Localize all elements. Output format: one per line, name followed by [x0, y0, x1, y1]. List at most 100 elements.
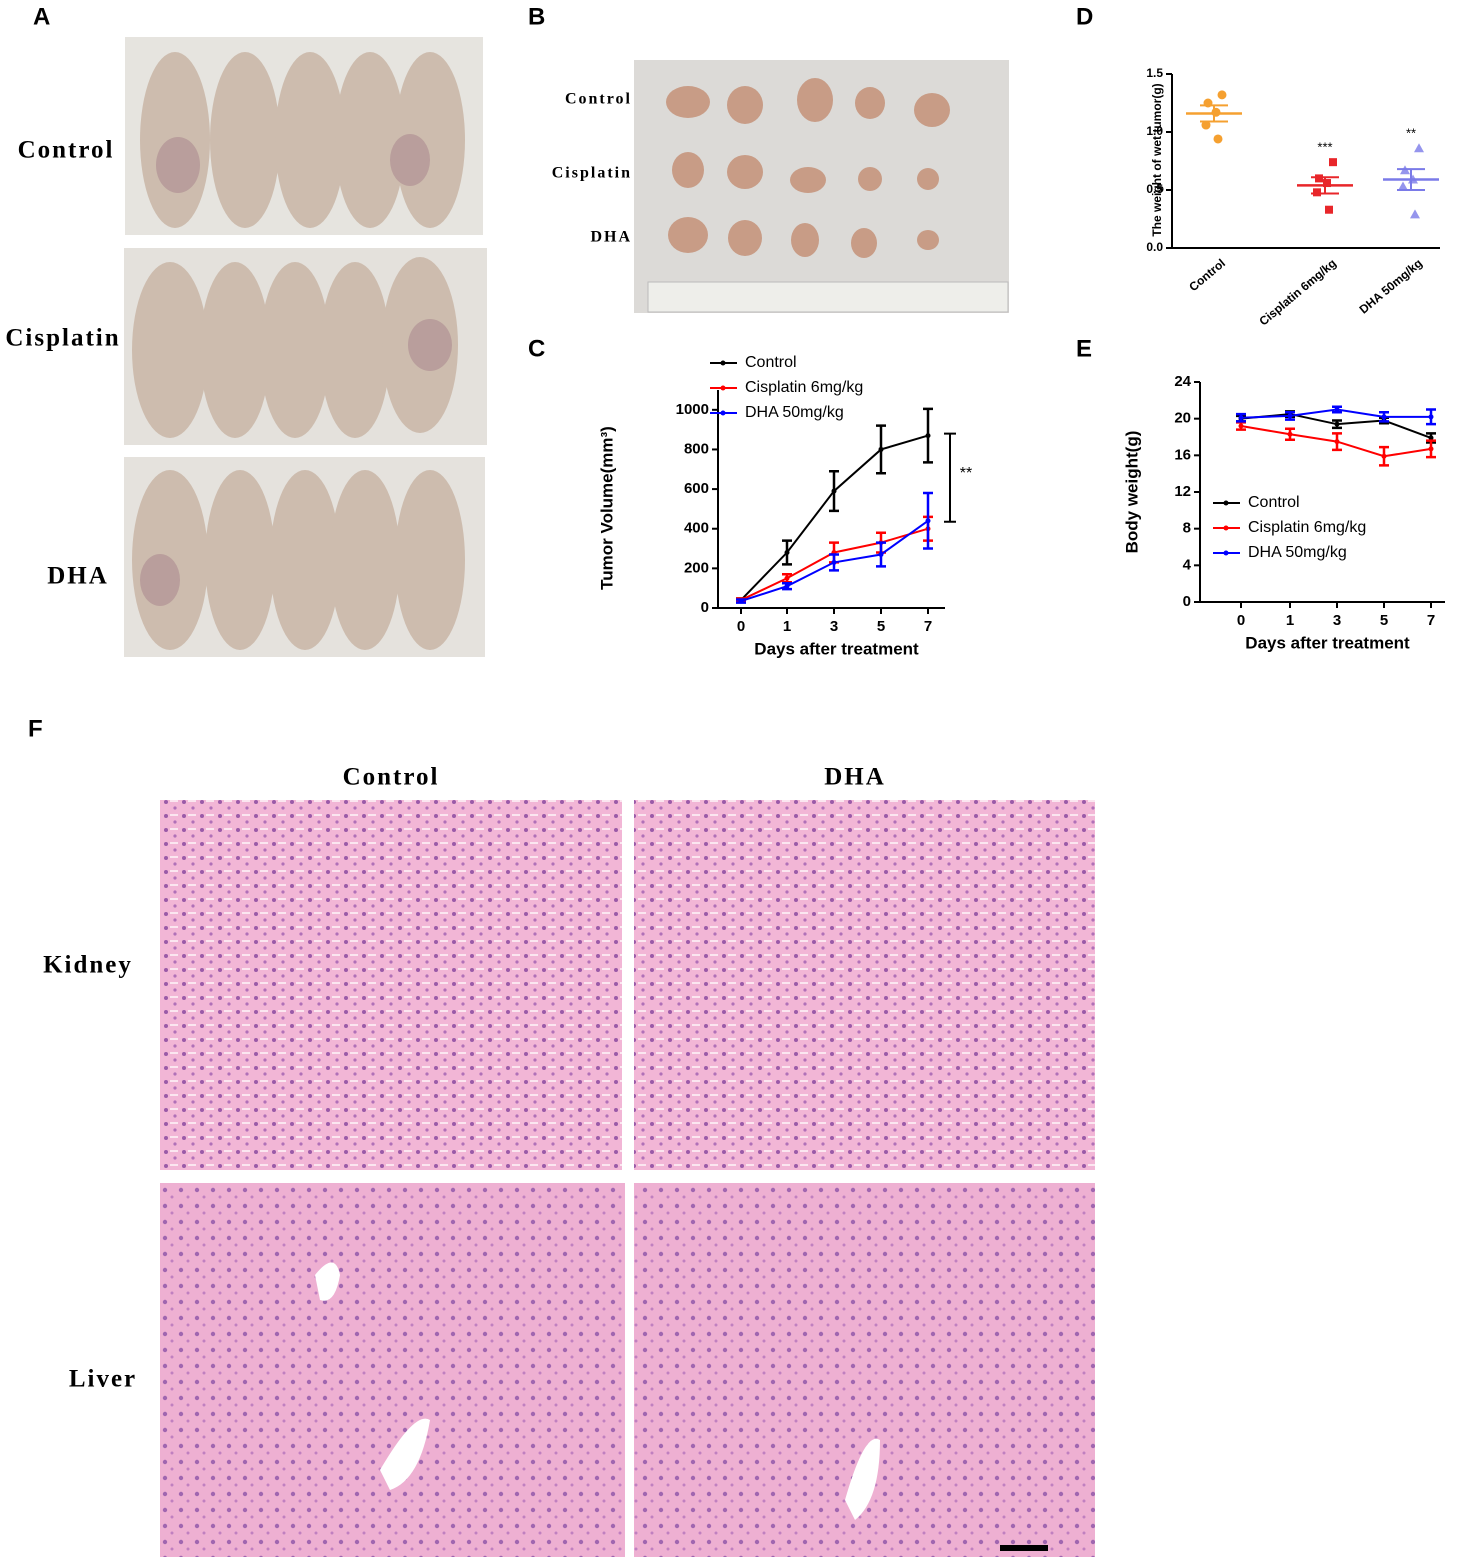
annotation: **	[960, 465, 972, 482]
x-axis-title: Days after treatment	[1245, 633, 1410, 652]
row-label: Kidney	[43, 952, 133, 979]
y-tick-label: 0	[1183, 593, 1191, 610]
marker	[1287, 413, 1293, 419]
data-point	[1213, 134, 1223, 144]
legend-label: DHA 50mg/kg	[745, 404, 844, 421]
marker	[784, 550, 790, 556]
marker	[1287, 431, 1293, 437]
x-tick-label: Control	[1186, 256, 1228, 294]
marker	[1381, 414, 1387, 420]
row-label: Liver	[69, 1366, 137, 1393]
legend-marker	[1223, 525, 1229, 531]
data-point	[1329, 158, 1337, 167]
sem-bar	[1200, 104, 1228, 123]
y-tick-label: 8	[1183, 520, 1191, 537]
y-tick-label: 4	[1183, 556, 1192, 573]
data-point	[1398, 181, 1408, 191]
marker	[1428, 435, 1434, 441]
legend-marker	[720, 360, 726, 366]
x-tick-label: 3	[830, 618, 838, 635]
annotation: **	[1406, 126, 1416, 141]
marker	[1334, 407, 1340, 412]
y-tick-label: 12	[1174, 483, 1191, 500]
data-point	[1410, 209, 1420, 219]
panel-label: B	[528, 3, 545, 30]
marker	[831, 488, 837, 494]
column-label: DHA	[824, 764, 886, 791]
y-tick-label: 0.0	[1146, 240, 1163, 254]
panel-label: C	[528, 335, 545, 362]
y-tick-label: 0.5	[1146, 182, 1163, 196]
row-label: Cisplatin	[552, 165, 632, 182]
series-line	[740, 434, 929, 601]
legend-label: Control	[1248, 494, 1300, 511]
marker	[1238, 423, 1244, 429]
marker	[1334, 439, 1340, 445]
marker	[784, 575, 790, 581]
row-label: DHA	[590, 229, 632, 246]
data-point	[1201, 120, 1211, 130]
x-tick-label: 5	[877, 618, 885, 635]
x-tick-label: Cisplatin 6mg/kg	[1256, 256, 1339, 328]
panel-label: F	[28, 715, 43, 742]
x-tick-label: 7	[924, 618, 932, 635]
legend-marker	[1223, 550, 1229, 556]
x-tick-label: 1	[783, 618, 791, 635]
y-axis-title: Tumor Volume(mm³)	[597, 426, 616, 590]
marker	[1428, 414, 1434, 420]
y-tick-label: 20	[1174, 410, 1191, 427]
panel-a-photos	[124, 37, 487, 657]
marker	[738, 598, 744, 604]
marker	[925, 433, 931, 439]
legend-marker	[720, 385, 726, 391]
y-axis-title: The weight of wet tumor(g)	[1150, 83, 1164, 236]
legend-label: Control	[745, 354, 797, 371]
row-label: DHA	[47, 563, 109, 590]
marker	[878, 551, 884, 557]
x-tick-label: 0	[737, 618, 745, 635]
marker	[784, 583, 790, 589]
panel-label: E	[1076, 335, 1092, 362]
data-point	[1217, 90, 1227, 100]
y-axis-title: Body weight(g)	[1122, 431, 1141, 554]
marker	[1381, 453, 1387, 459]
x-tick-label: 3	[1333, 612, 1341, 629]
y-tick-label: 800	[684, 440, 709, 457]
data-point	[1325, 205, 1333, 214]
y-tick-label: 200	[684, 559, 709, 576]
y-tick-label: 1000	[676, 401, 709, 418]
x-tick-label: 7	[1427, 612, 1435, 629]
significance-bracket	[944, 432, 956, 523]
data-point	[1414, 143, 1424, 153]
x-tick-label: DHA 50mg/kg	[1357, 256, 1425, 317]
y-tick-label: 1.5	[1146, 66, 1163, 80]
x-tick-label: 0	[1237, 612, 1245, 629]
marker	[1334, 421, 1340, 427]
y-tick-label: 0	[701, 599, 709, 616]
y-tick-label: 1.0	[1146, 124, 1163, 138]
data-point	[1313, 188, 1321, 197]
y-tick-label: 16	[1174, 446, 1191, 463]
panel-label: A	[33, 3, 50, 30]
legend-label: Cisplatin 6mg/kg	[1248, 519, 1366, 536]
sem-bar	[1311, 176, 1339, 195]
x-tick-label: 1	[1286, 612, 1294, 629]
marker	[1238, 415, 1244, 421]
legend-label: Cisplatin 6mg/kg	[745, 379, 863, 396]
marker	[831, 559, 837, 565]
marker	[878, 446, 884, 452]
data-point	[1315, 174, 1323, 183]
legend-marker	[720, 410, 726, 416]
legend-label: DHA 50mg/kg	[1248, 544, 1347, 561]
row-label: Control	[565, 91, 632, 108]
y-tick-label: 24	[1174, 373, 1191, 390]
row-label: Cisplatin	[5, 325, 120, 352]
marker	[925, 518, 931, 524]
row-label: Control	[18, 137, 115, 164]
panel-b-photo	[634, 60, 1009, 313]
legend-marker	[1223, 500, 1229, 506]
marker	[1428, 446, 1434, 452]
y-tick-label: 400	[684, 520, 709, 537]
panel-f-images	[160, 800, 1095, 1557]
